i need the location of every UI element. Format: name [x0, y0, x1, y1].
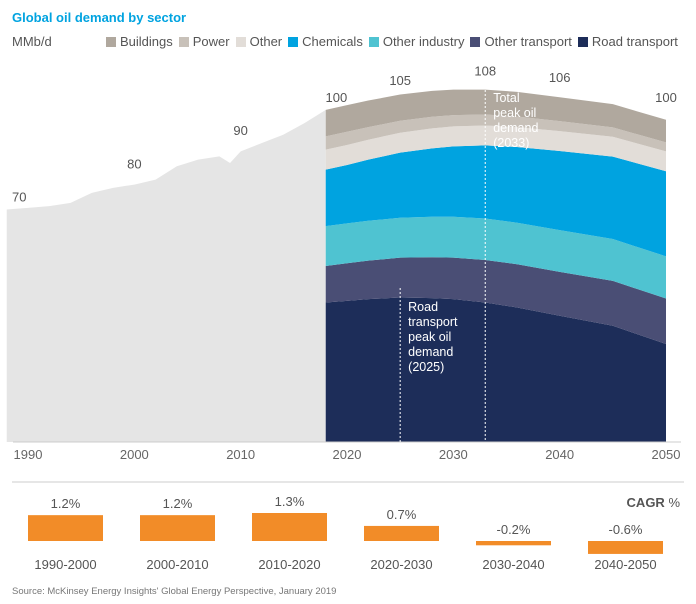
area-power [325, 114, 666, 152]
value-label: 108 [474, 63, 496, 78]
x-tick-label: 2020 [333, 447, 362, 462]
cagr-category-label: 2030-2040 [482, 557, 544, 572]
annotation-text: Road [408, 300, 438, 314]
legend: Buildings Power Other Chemicals Other indust… [106, 34, 684, 49]
legend-label: Other transport [484, 34, 572, 49]
cagr-category-label: 2040-2050 [594, 557, 656, 572]
oil-demand-chart: 1990 2000 2010 2020 2030 2040 2050 70 80 90 100 105… [6, 63, 684, 572]
unit-label: MMb/d [12, 34, 52, 49]
area-road-transport [325, 297, 666, 442]
cagr-bar [252, 513, 327, 541]
legend-label: Other industry [382, 34, 465, 49]
cagr-category-label: 1990-2000 [34, 557, 96, 572]
legend-item-buildings: Buildings [106, 34, 173, 49]
legend-label: Power [192, 34, 230, 49]
value-label: 100 [655, 90, 677, 105]
legend-swatch [577, 36, 588, 47]
annotation-text: (2025) [408, 360, 444, 374]
legend-item-power: Power [178, 34, 230, 49]
annotation-text: demand [493, 121, 538, 135]
annotation-text: Total [493, 91, 519, 105]
cagr-title-text: CAGR [627, 495, 669, 510]
annotation-text: peak oil [408, 330, 451, 344]
area-other-industry [325, 216, 666, 299]
value-label: 100 [326, 90, 348, 105]
annotation-text: peak oil [493, 106, 536, 120]
chart-title: Global oil demand by sector [12, 10, 187, 25]
legend-item-other-transport: Other transport [470, 34, 572, 49]
cagr-value-label: 1.2% [51, 496, 81, 511]
legend-swatch [235, 36, 246, 47]
cagr-title: CAGR % [627, 495, 681, 510]
legend-label: Chemicals [302, 34, 363, 49]
legend-item-chemicals: Chemicals [288, 34, 363, 49]
legend-swatch [106, 36, 116, 47]
cagr-bar [588, 541, 663, 554]
x-tick-label: 2010 [226, 447, 255, 462]
legend-label: Buildings [120, 34, 173, 49]
cagr-title-unit: % [668, 495, 680, 510]
value-label: 90 [233, 123, 247, 138]
legend-label: Road transport [591, 34, 678, 49]
legend-label: Other [249, 34, 283, 49]
area-other [325, 125, 666, 172]
x-tick-label: 2030 [439, 447, 468, 462]
cagr-bar [476, 541, 551, 546]
annotation-text: (2033) [493, 136, 529, 150]
x-tick-label: 2000 [120, 447, 149, 462]
legend-item-other: Other [235, 34, 283, 49]
area-chemicals [325, 145, 666, 257]
cagr-bar [140, 515, 215, 541]
cagr-category-label: 2020-2030 [370, 557, 432, 572]
value-label: 106 [549, 70, 571, 85]
legend-swatch [368, 36, 379, 47]
x-tick-label: 2040 [545, 447, 574, 462]
cagr-value-label: 1.3% [275, 494, 305, 509]
cagr-value-label: 0.7% [387, 507, 417, 522]
cagr-value-label: -0.6% [609, 522, 643, 537]
value-label: 80 [127, 156, 141, 171]
cagr-value-label: -0.2% [497, 522, 531, 537]
cagr-value-label: 1.2% [163, 496, 193, 511]
legend-swatch [178, 36, 189, 47]
legend-item-other-industry: Other industry [368, 34, 465, 49]
cagr-category-label: 2000-2010 [146, 557, 208, 572]
cagr-category-label: 2010-2020 [258, 557, 320, 572]
value-label: 105 [389, 73, 411, 88]
cagr-bar [364, 525, 439, 541]
area-buildings [325, 89, 666, 143]
history-area [6, 109, 326, 443]
x-tick-label: 1990 [14, 447, 43, 462]
value-label: 70 [12, 189, 26, 204]
cagr-bar [28, 515, 103, 541]
annotation-text: transport [408, 315, 458, 329]
x-tick-label: 2050 [652, 447, 681, 462]
legend-swatch [288, 36, 299, 47]
legend-item-road-transport: Road transport [577, 34, 678, 49]
source-note: Source: McKinsey Energy Insights' Global… [12, 586, 337, 597]
annotation-text: demand [408, 345, 453, 359]
legend-swatch [470, 36, 481, 47]
area-other-transport [325, 257, 666, 345]
